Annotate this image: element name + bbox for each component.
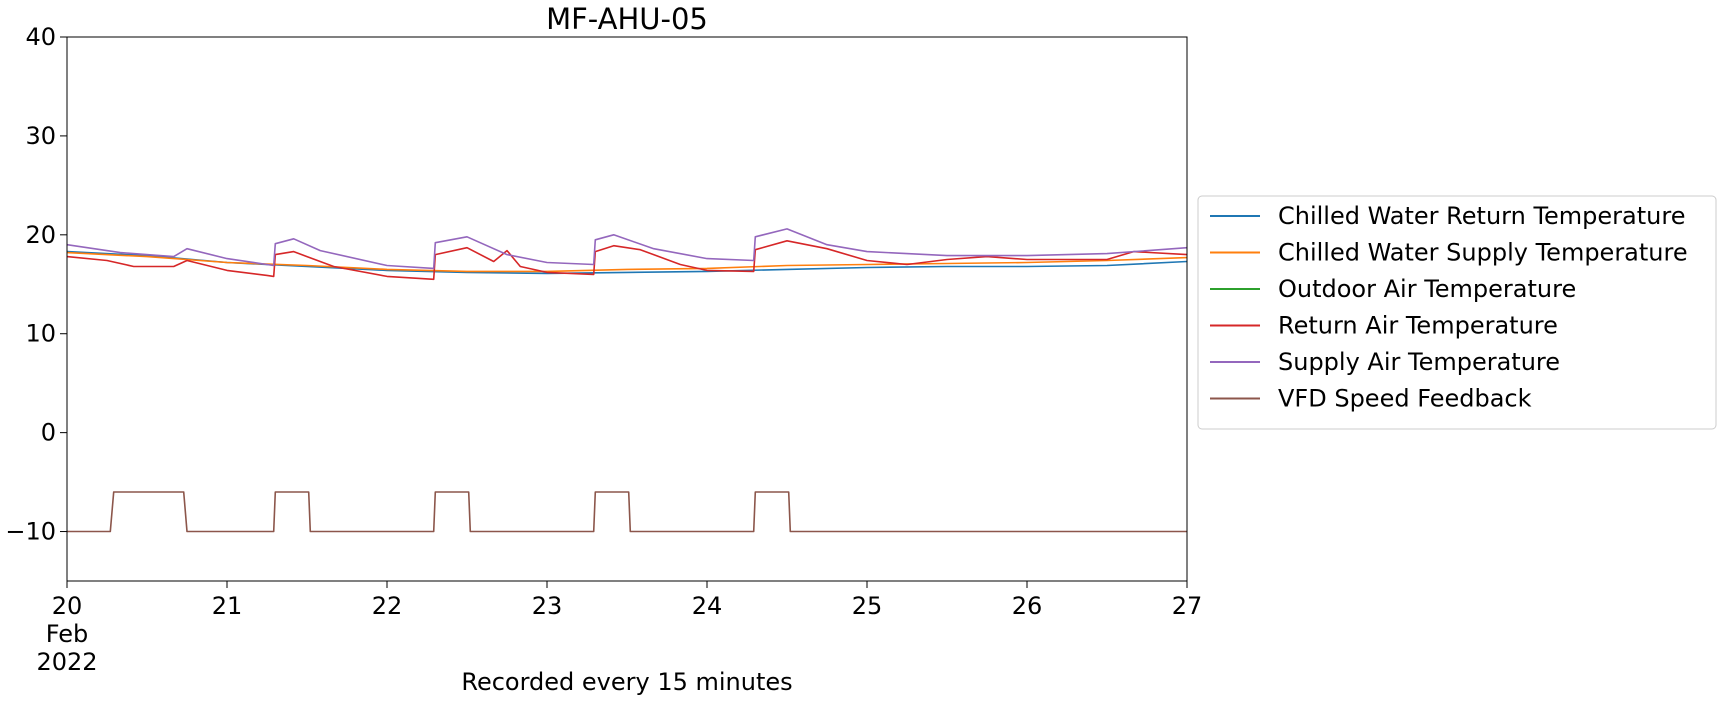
- y-tick-label: −10: [5, 518, 56, 546]
- y-tick-label: 40: [25, 23, 56, 51]
- legend-label: Chilled Water Return Temperature: [1278, 202, 1685, 230]
- legend-label: Return Air Temperature: [1278, 312, 1558, 340]
- x-tick-label: 27: [1172, 592, 1203, 620]
- legend: Chilled Water Return Temperature Chilled …: [1197, 195, 1717, 430]
- x-tick-sublabel: 2022: [36, 648, 97, 676]
- legend-label: Chilled Water Supply Temperature: [1278, 239, 1688, 267]
- plot-frame: [66, 36, 1188, 582]
- x-tick-label: 21: [212, 592, 243, 620]
- legend-box: [1197, 195, 1717, 430]
- chart-title: MF-AHU-05: [546, 2, 708, 36]
- series-line-5: [67, 491, 1187, 533]
- x-axis-label: Recorded every 15 minutes: [461, 668, 792, 696]
- legend-label: Outdoor Air Temperature: [1278, 275, 1576, 303]
- x-tick-label: 26: [1012, 592, 1043, 620]
- series-line-4: [66, 228, 1188, 270]
- x-tick-sublabel: Feb: [46, 620, 89, 648]
- series-line-3: [66, 240, 1188, 281]
- legend-label: VFD Speed Feedback: [1278, 385, 1532, 413]
- legend-label: Supply Air Temperature: [1278, 348, 1560, 376]
- x-tick-label: 20: [52, 592, 83, 620]
- x-tick-label: 25: [852, 592, 883, 620]
- x-tick-label: 24: [692, 592, 723, 620]
- x-tick-label: 22: [372, 592, 403, 620]
- y-tick-label: 30: [25, 122, 56, 150]
- series-layer: [66, 228, 1188, 533]
- y-tick-label: 10: [25, 320, 56, 348]
- x-tick-label: 23: [532, 592, 563, 620]
- y-tick-label: 0: [41, 419, 56, 447]
- series-line-1: [66, 251, 1188, 273]
- y-tick-label: 20: [25, 221, 56, 249]
